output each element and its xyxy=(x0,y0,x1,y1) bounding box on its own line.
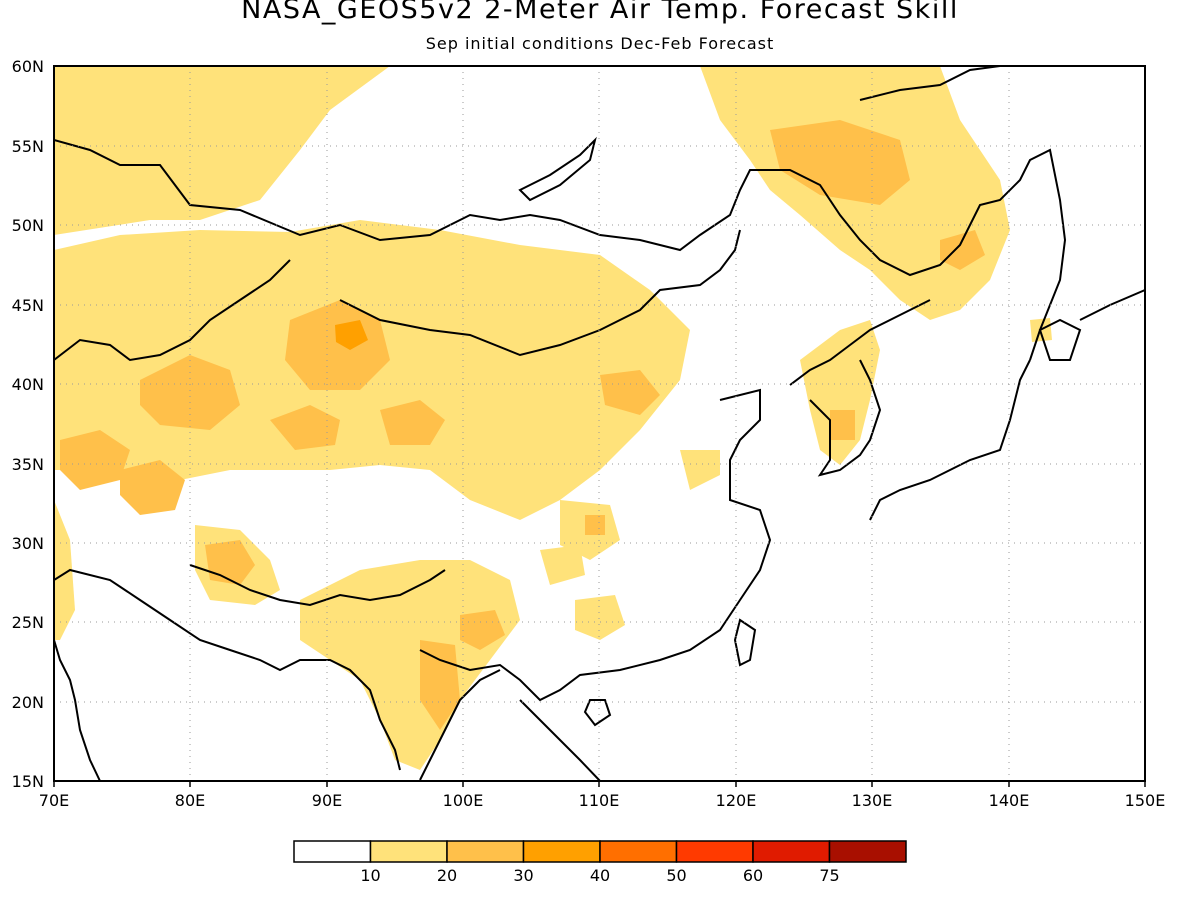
colorbar: 10 20 30 40 50 60 75 xyxy=(293,840,907,885)
skill-core-2 xyxy=(285,300,390,390)
skill-region-yangtze xyxy=(540,545,585,585)
lat-tick-label: 25N xyxy=(12,613,44,632)
skill-region-west xyxy=(54,500,75,640)
skill-region-east-china-2 xyxy=(680,450,720,490)
lon-tick-label: 80E xyxy=(175,791,205,810)
colorbar-swatch xyxy=(828,840,907,863)
skill-core-9 xyxy=(940,230,985,270)
skill-core-4 xyxy=(380,400,445,445)
colorbar-label: 40 xyxy=(590,866,610,885)
coastlines xyxy=(54,66,1145,781)
skill-core-12 xyxy=(460,610,505,650)
longitude-axis: 70E 80E 90E 100E 110E 120E 130E 140E 150… xyxy=(39,791,1166,810)
axis-tick-marks xyxy=(53,781,1146,787)
lon-tick-label: 70E xyxy=(39,791,69,810)
lat-tick-label: 45N xyxy=(12,296,44,315)
skill-core-8 xyxy=(770,120,910,205)
skill-core-7 xyxy=(120,460,185,515)
lat-tick-label: 35N xyxy=(12,455,44,474)
skill-core-1 xyxy=(140,355,240,430)
skill-region-south-china xyxy=(575,595,625,640)
skill-region-tibet-se xyxy=(300,560,520,770)
colorbar-label: 50 xyxy=(666,866,686,885)
colorbar-label: 20 xyxy=(437,866,457,885)
lat-tick-label: 50N xyxy=(12,216,44,235)
lon-tick-label: 100E xyxy=(443,791,484,810)
colorbar-label: 30 xyxy=(513,866,533,885)
skill-core-14 xyxy=(585,515,605,535)
lat-tick-label: 30N xyxy=(12,534,44,553)
skill-core-6 xyxy=(60,430,130,490)
lat-tick-label: 15N xyxy=(12,772,44,791)
colorbar-swatch xyxy=(446,840,525,863)
lon-tick-label: 130E xyxy=(852,791,893,810)
skill-core-3 xyxy=(270,405,340,450)
lat-tick-label: 60N xyxy=(12,57,44,76)
map-title: NASA_GEOS5v2 2-Meter Air Temp. Forecast … xyxy=(241,0,959,25)
colorbar-label: 60 xyxy=(743,866,763,885)
lon-tick-label: 120E xyxy=(716,791,757,810)
skill-region-korea xyxy=(800,320,880,465)
colorbar-swatch xyxy=(369,840,448,863)
lat-tick-label: 20N xyxy=(12,693,44,712)
colorbar-swatch xyxy=(752,840,831,863)
lon-tick-label: 110E xyxy=(579,791,620,810)
skill-region-north xyxy=(54,66,390,235)
lon-tick-label: 150E xyxy=(1125,791,1166,810)
colorbar-label: 10 xyxy=(360,866,380,885)
skill-peak-1 xyxy=(335,320,368,350)
lat-tick-label: 40N xyxy=(12,375,44,394)
colorbar-swatch xyxy=(522,840,601,863)
colorbar-swatch xyxy=(675,840,754,863)
colorbar-swatch xyxy=(599,840,678,863)
skill-core-13 xyxy=(830,410,855,440)
colorbar-swatch xyxy=(293,840,372,863)
latitude-axis: 15N 20N 25N 30N 35N 40N 45N 50N 55N 60N xyxy=(12,57,44,791)
skill-shading xyxy=(54,66,1052,770)
map-subtitle: Sep initial conditions Dec-Feb Forecast xyxy=(425,34,775,53)
lat-tick-label: 55N xyxy=(12,137,44,156)
colorbar-label: 75 xyxy=(819,866,839,885)
lon-tick-label: 140E xyxy=(989,791,1030,810)
skill-core-5 xyxy=(600,370,660,415)
lon-tick-label: 90E xyxy=(312,791,342,810)
